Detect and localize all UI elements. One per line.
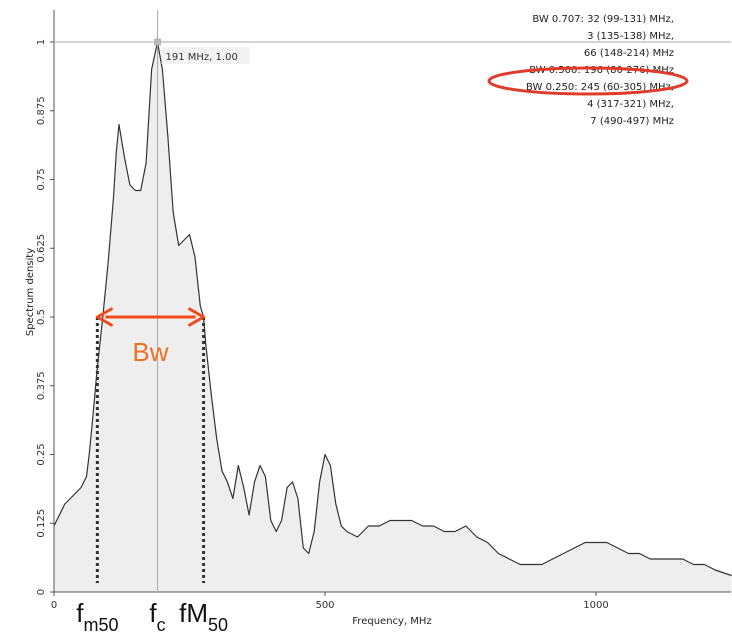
fM50-label-main: fM	[179, 598, 208, 628]
x-tick-label: 500	[315, 600, 334, 611]
peak-label-bg	[161, 47, 250, 64]
x-axis-label: Frequency, MHz	[352, 616, 431, 627]
x-tick-label: 0	[51, 600, 57, 611]
bandwidth-text: BW 0.707: 32 (99-131) MHz, 3 (135-138) MH…	[487, 14, 689, 127]
bw-highlight-ellipse	[487, 66, 689, 96]
bw-info-line: 7 (490-497) MHz	[590, 116, 674, 127]
series-line	[53, 41, 732, 577]
bw-arrow-right-head	[188, 307, 206, 327]
y-tick-label: 1	[36, 39, 47, 45]
bw-label: Bw	[132, 337, 168, 367]
y-tick-label: 0	[36, 589, 47, 595]
peak-label: 191 MHz, 1.00	[166, 52, 238, 63]
bw-info-line: 66 (148-214) MHz	[584, 48, 674, 59]
fc-label-sub: c	[157, 615, 166, 635]
peak-marker	[154, 38, 161, 46]
tick-labels: 0 500 1000 0 0.125 0.25 0.375 0.5 0.625 0.75 0.875…	[36, 39, 609, 611]
y-tick-label: 0.375	[36, 371, 47, 400]
axes	[53, 10, 731, 593]
bw-info-line: BW 0.707: 32 (99-131) MHz,	[532, 14, 674, 25]
y-tick-label: 0.125	[36, 509, 47, 538]
fc-label-main: f	[149, 598, 157, 628]
y-tick-label: 0.875	[36, 96, 47, 125]
bw-info-line: BW 0.500: 196 (80-276) MHz	[529, 65, 674, 76]
fM50-label-sub: 50	[208, 615, 228, 635]
y-tick-label: 0.5	[36, 309, 47, 325]
y-tick-label: 0.75	[36, 168, 47, 190]
fM50-label: fM50	[179, 598, 228, 635]
y-axis-label: Spectrum density	[25, 248, 36, 336]
fm50-label-sub: m50	[83, 615, 118, 635]
bw-info-line: 4 (317-321) MHz,	[587, 99, 674, 110]
y-tick-label: 0.625	[36, 234, 47, 263]
bw-info-line: 3 (135-138) MHz,	[587, 31, 674, 42]
bw-info-line: BW 0.250: 245 (60-305) MHz,	[526, 82, 674, 93]
x-tick-label: 1000	[583, 600, 608, 611]
y-tick-label: 0.25	[36, 443, 47, 465]
fm50-label-main: f	[76, 598, 84, 628]
bw-arrow-left-head	[95, 307, 113, 327]
fc-label: fc	[149, 598, 165, 635]
fm50-label: fm50	[76, 598, 118, 635]
